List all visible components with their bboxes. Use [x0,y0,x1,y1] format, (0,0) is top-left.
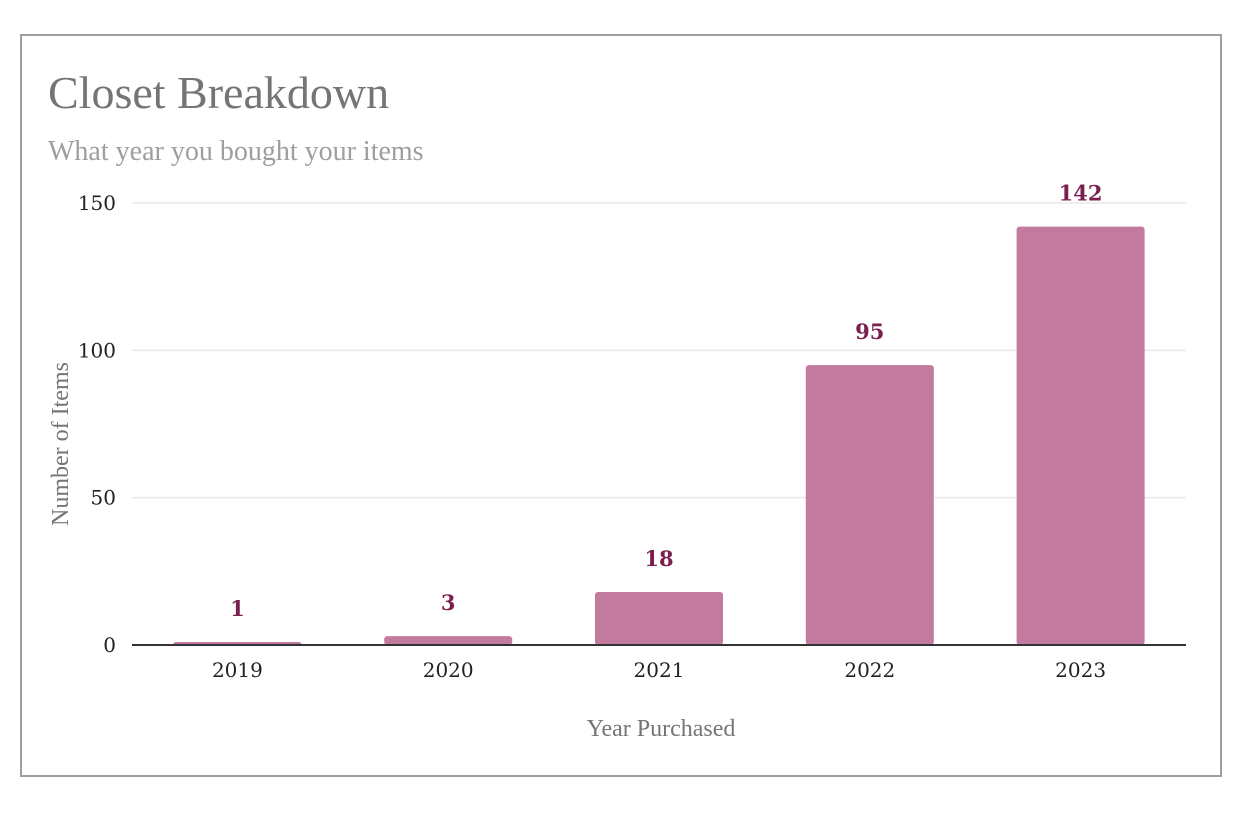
value-labels: 1 3 18 95 142 [230,181,1102,621]
bar-2021 [595,591,723,645]
bar-2023 [1016,226,1145,645]
value-label-2021: 18 [644,546,673,571]
bar-2020 [384,636,513,645]
value-label-2023: 142 [1059,181,1103,206]
bars [173,226,1145,645]
x-tick-label: 2019 [212,658,263,682]
x-tick-label: 2021 [634,658,685,682]
y-axis-ticks: 0 50 100 150 [78,191,116,657]
y-tick-label: 50 [91,486,116,510]
x-tick-label: 2023 [1055,658,1106,682]
x-axis-title: Year Purchased [587,716,736,742]
bar-2022 [805,365,934,645]
x-axis-ticks: 2019 2020 2021 2022 2023 [212,658,1106,682]
x-tick-label: 2022 [844,658,895,682]
y-axis-title: Number of Items [48,362,74,526]
x-tick-label: 2020 [423,658,474,682]
value-label-2022: 95 [855,319,884,344]
chart-title: Closet Breakdown [48,67,390,118]
value-label-2019: 1 [230,596,245,621]
y-tick-label: 100 [78,338,116,362]
value-label-2020: 3 [441,590,456,615]
chart-subtitle: What year you bought your items [48,136,424,167]
y-tick-label: 0 [103,633,116,657]
gridlines [132,202,1186,499]
y-tick-label: 150 [78,191,116,215]
